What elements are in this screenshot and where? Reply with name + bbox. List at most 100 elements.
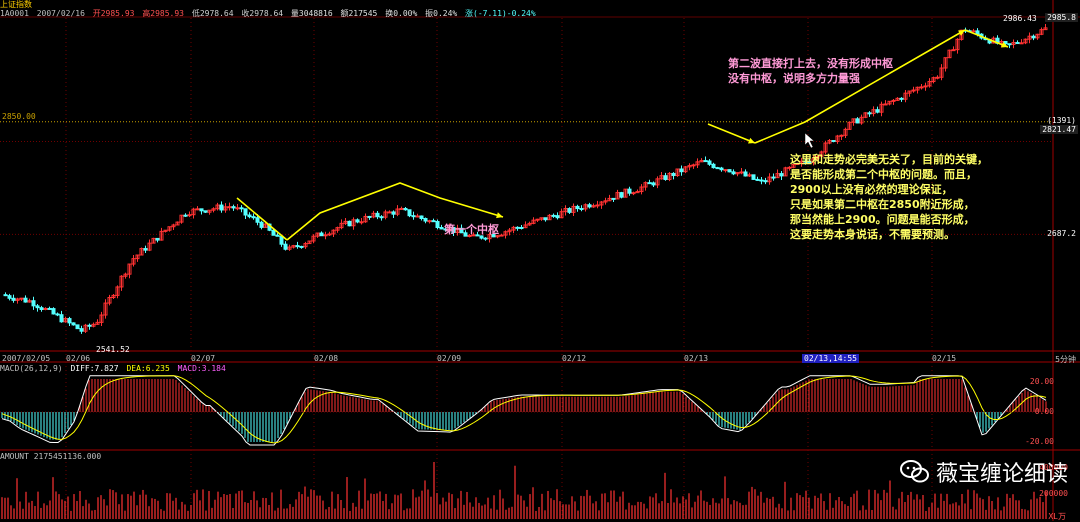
candle-body [503, 231, 508, 236]
candle-body [311, 235, 316, 242]
candle-body [859, 116, 864, 124]
candle-body [295, 245, 300, 248]
candle-body [67, 318, 72, 324]
candle-body [867, 112, 872, 115]
candle-body [779, 173, 784, 177]
candle-body [915, 86, 920, 91]
price-mid-label: 2821.47 [1040, 125, 1078, 134]
high-marker-label: 2986.43 [1003, 14, 1037, 23]
candle-body [743, 171, 748, 177]
candle-body [747, 174, 752, 177]
candle-body [175, 221, 180, 226]
date-label: 02/09 [437, 354, 462, 363]
candle-body [271, 229, 276, 236]
candle-body [843, 128, 848, 136]
amount-name: AMOUNT 2175451136.000 [0, 452, 102, 461]
candle-body [811, 158, 816, 164]
candle-body [163, 229, 168, 232]
candle-body [15, 298, 20, 301]
quote-bar: 1A0001 2007/02/16 开2985.93 高2985.93 低297… [0, 9, 539, 18]
candle-body [791, 164, 796, 168]
candle-body [527, 222, 532, 226]
candle-body [91, 323, 96, 327]
candle-body [363, 215, 368, 223]
candle-body [127, 263, 132, 275]
candle-body [495, 235, 500, 238]
stroke-segment [964, 29, 1009, 48]
candle-body [679, 168, 684, 173]
candle-body [479, 235, 484, 239]
candle-body [279, 235, 284, 245]
candle-body [975, 30, 980, 35]
candle-body [151, 237, 156, 244]
annotation-line: 这要走势本身说话，不需要预测。 [790, 228, 955, 241]
candle-body [619, 192, 624, 198]
candle-body [87, 324, 92, 327]
candle-body [587, 204, 592, 208]
candle-body [583, 204, 588, 210]
candle-body [335, 227, 340, 231]
candle-body [519, 226, 524, 229]
candle-body [227, 206, 232, 209]
change-value: 涨(-7.11)-0.24% [465, 9, 536, 18]
macd-diff: DIFF:7.827 [70, 364, 119, 373]
candle-body [167, 226, 172, 231]
candle-body [3, 294, 8, 297]
candle-body [707, 160, 712, 165]
index-code: 1A0001 [0, 9, 29, 18]
candle-body [919, 86, 924, 89]
price-top-label: 2985.8 [1045, 13, 1078, 22]
candle-body [1023, 38, 1028, 44]
candle-body [1027, 35, 1032, 40]
candle-body [343, 220, 348, 224]
candle-body [31, 300, 36, 307]
candle-body [931, 77, 936, 82]
candle-body [487, 234, 492, 240]
candle-body [767, 176, 772, 183]
candle-body [703, 160, 708, 163]
candle-body [639, 186, 644, 193]
candle-body [863, 112, 868, 118]
candle-body [459, 227, 464, 234]
candle-body [423, 218, 428, 222]
candle-body [691, 164, 696, 167]
candle-body [139, 248, 144, 256]
candle-body [763, 180, 768, 183]
period-label[interactable]: 5分钟 [1055, 355, 1076, 364]
low-value: 低2978.64 [191, 9, 234, 18]
candle-body [475, 234, 480, 237]
candle-body [399, 207, 404, 210]
candle-body [171, 224, 176, 228]
candle-body [287, 246, 292, 250]
candle-body [895, 97, 900, 101]
candle-body [999, 40, 1004, 44]
candle-body [935, 76, 940, 79]
candle-body [283, 243, 288, 250]
candle-body [435, 220, 440, 229]
date-label: 02/13 [684, 354, 709, 363]
amount-axis-label: 400000 [1039, 463, 1068, 472]
candle-body [715, 167, 720, 170]
candle-body [531, 219, 536, 224]
arrow-head [958, 30, 965, 36]
candle-body [923, 85, 928, 88]
candle-body [499, 234, 504, 237]
candle-body [43, 307, 48, 310]
candle-body [711, 163, 716, 169]
candle-body [735, 172, 740, 175]
candle-body [291, 245, 296, 248]
candle-body [955, 38, 960, 51]
candle-body [443, 228, 448, 231]
candle-body [159, 230, 164, 241]
candle-body [839, 134, 844, 137]
candle-body [315, 232, 320, 237]
candle-body [795, 162, 800, 166]
candle-body [63, 318, 68, 323]
candle-body [575, 205, 580, 210]
candle-body [387, 211, 392, 214]
candle-body [367, 215, 372, 218]
candle-body [739, 171, 744, 174]
candle-body [943, 57, 948, 69]
candle-body [255, 217, 260, 223]
